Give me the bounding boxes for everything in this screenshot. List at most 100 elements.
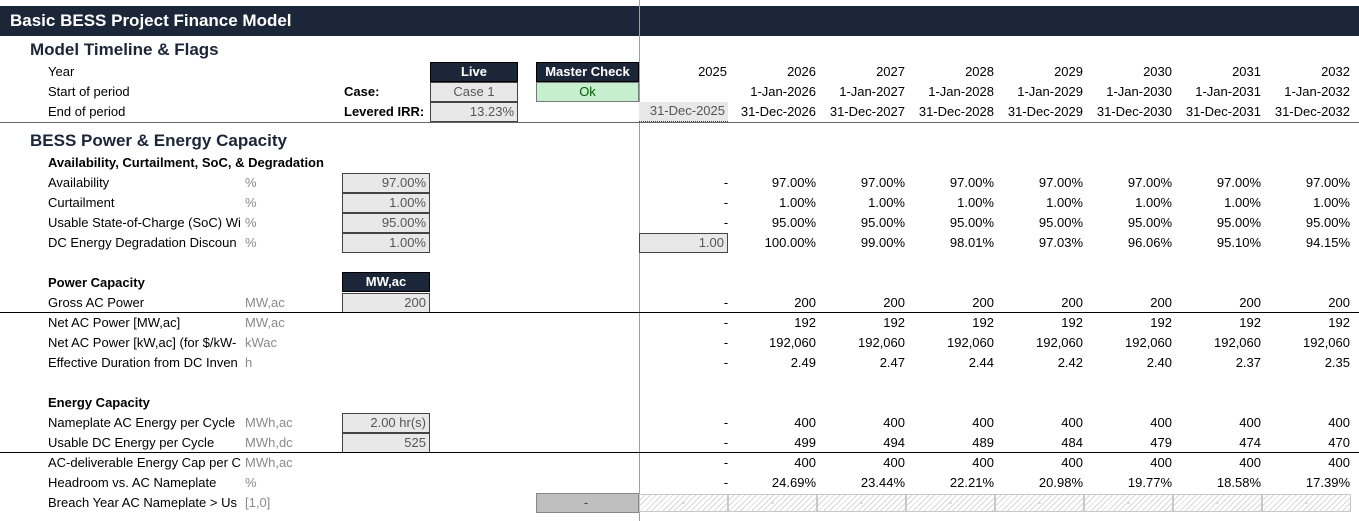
row-unit: MW,ac	[245, 295, 285, 310]
row-value: 400	[972, 415, 994, 430]
row-value: 95.00%	[1127, 215, 1172, 230]
row-label: Nameplate AC Energy per Cycle	[48, 415, 236, 430]
row-input[interactable]: 97.00%	[342, 173, 430, 193]
breach-flag-cell: -	[995, 494, 1084, 512]
row-input[interactable]: 95.00%	[342, 213, 430, 233]
period-end-date: 31-Dec-2025	[639, 102, 728, 122]
year-header: 2025	[698, 64, 727, 79]
row-value: 2.47	[879, 355, 905, 370]
row-value: 1.00%	[957, 195, 994, 210]
period-start-date: 1-Jan-2026	[750, 84, 816, 99]
label-year: Year	[48, 64, 75, 79]
row-value: 24.69%	[771, 475, 816, 490]
row-label: DC Energy Degradation Discoun	[48, 235, 237, 250]
label-start-of-period: Start of period	[48, 84, 130, 99]
row-value: 95.00%	[1305, 215, 1350, 230]
energy-section-title: Energy Capacity	[48, 395, 150, 410]
row-input[interactable]: 200	[342, 293, 430, 313]
row-value: 1.00%	[1135, 195, 1172, 210]
year-header: 2029	[1054, 64, 1083, 79]
row-value: 95.00%	[771, 215, 816, 230]
row-value: 192,060	[1214, 335, 1261, 350]
case-selector[interactable]: Case 1	[430, 82, 518, 102]
row-value: 192	[1239, 315, 1261, 330]
model-title: Basic BESS Project Finance Model	[10, 11, 292, 30]
row-label: Net AC Power [MW,ac]	[48, 315, 181, 330]
period-end-date: 31-Dec-2031	[1185, 104, 1261, 119]
year-header: 2027	[876, 64, 905, 79]
degradation-start-input[interactable]: 1.00	[639, 233, 728, 253]
row-separator	[0, 452, 1359, 453]
row-value: 96.06%	[1127, 235, 1172, 250]
period-start-date: 1-Jan-2029	[1017, 84, 1083, 99]
availability-section-title: Availability, Curtailment, SoC, & Degrad…	[48, 155, 324, 170]
power-units-header: MW,ac	[342, 272, 430, 292]
capacity-heading: BESS Power & Energy Capacity	[30, 131, 287, 150]
row-value: 494	[883, 435, 905, 450]
row-value: 499	[794, 435, 816, 450]
row-value: -	[723, 355, 729, 370]
row-value: 479	[1150, 435, 1172, 450]
breach-flag-cell: -	[1262, 494, 1351, 512]
row-value: 400	[883, 455, 905, 470]
row-value: 192	[1150, 315, 1172, 330]
row-input[interactable]: 2.00 hr(s)	[342, 413, 430, 433]
row-value: 97.00%	[1216, 175, 1261, 190]
row-value: 95.00%	[1038, 215, 1083, 230]
row-value: 192,060	[1303, 335, 1350, 350]
row-input[interactable]: 1.00%	[342, 233, 430, 253]
row-value: 474	[1239, 435, 1261, 450]
row-value: 400	[1328, 415, 1350, 430]
row-value: 200	[1061, 295, 1083, 310]
row-label: Usable DC Energy per Cycle	[48, 435, 215, 450]
row-input[interactable]: 525	[342, 433, 430, 453]
row-value: 192,060	[1036, 335, 1083, 350]
row-value: 95.00%	[860, 215, 905, 230]
row-value: 2.42	[1057, 355, 1083, 370]
row-value: 97.00%	[771, 175, 816, 190]
row-value: 97.03%	[1038, 235, 1083, 250]
period-start-date: 1-Jan-2028	[928, 84, 994, 99]
breach-flag-cell: -	[1084, 494, 1173, 512]
year-header: 2028	[965, 64, 994, 79]
row-value: 95.00%	[949, 215, 994, 230]
row-value: 97.00%	[949, 175, 994, 190]
breach-flag-cell: -	[639, 494, 728, 512]
row-separator	[0, 312, 1359, 313]
row-unit: %	[245, 235, 257, 250]
row-unit: %	[245, 175, 257, 190]
row-value: 400	[794, 415, 816, 430]
row-value: 484	[1061, 435, 1083, 450]
row-value: 20.98%	[1038, 475, 1083, 490]
period-end-date: 31-Dec-2032	[1274, 104, 1350, 119]
year-header: 2032	[1321, 64, 1350, 79]
row-value: 1.00%	[1313, 195, 1350, 210]
row-label: Net AC Power [kW,ac] (for $/kW-	[48, 335, 237, 350]
row-value: 200	[794, 295, 816, 310]
row-value: 97.00%	[1127, 175, 1172, 190]
row-label: Usable State-of-Charge (SoC) Wi	[48, 215, 241, 230]
year-header: 2031	[1232, 64, 1261, 79]
row-value: -	[723, 315, 729, 330]
master-check-status: Ok	[536, 82, 639, 102]
period-end-date: 31-Dec-2030	[1096, 104, 1172, 119]
row-unit: h	[245, 355, 253, 370]
row-value: 98.01%	[949, 235, 994, 250]
period-start-date: 1-Jan-2027	[839, 84, 905, 99]
row-label: Gross AC Power	[48, 295, 145, 310]
breach-flag-cell: -	[728, 494, 817, 512]
row-value: 1.00%	[779, 195, 816, 210]
row-value: 192,060	[858, 335, 905, 350]
row-value: 400	[794, 455, 816, 470]
row-value: 200	[1150, 295, 1172, 310]
row-value: -	[723, 175, 729, 190]
label-end-of-period: End of period	[48, 104, 126, 119]
period-start-date: 1-Jan-2031	[1195, 84, 1261, 99]
year-header: 2026	[787, 64, 816, 79]
row-value: -	[723, 455, 729, 470]
row-input[interactable]: 1.00%	[342, 193, 430, 213]
row-value: 200	[972, 295, 994, 310]
row-value: 400	[1061, 455, 1083, 470]
row-value: 200	[1239, 295, 1261, 310]
row-value: 192	[794, 315, 816, 330]
